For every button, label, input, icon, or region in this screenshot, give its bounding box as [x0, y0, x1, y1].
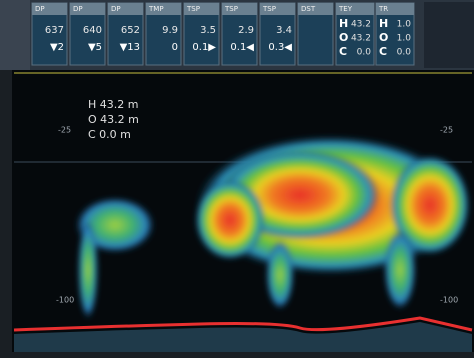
- panel-sub: 0.3◀: [268, 42, 292, 53]
- panel-value: 637: [45, 25, 64, 36]
- row-value: 0.0: [397, 48, 412, 58]
- row-key: H: [379, 17, 388, 30]
- depth-label: -25: [440, 126, 453, 135]
- row-key: H: [339, 17, 348, 30]
- panel-sub: ▼2: [50, 42, 64, 53]
- panel-sub: 0.1◀: [230, 42, 254, 53]
- panel-sub: 0.1▶: [192, 42, 216, 53]
- plume: [266, 240, 294, 310]
- row-key: C: [339, 45, 347, 58]
- row-value: 43.2: [351, 34, 371, 44]
- panel-label: DP: [73, 5, 83, 13]
- panel-value: 2.9: [238, 25, 254, 36]
- readout: H 43.2 m: [88, 98, 138, 111]
- row-value: 0.0: [357, 48, 372, 58]
- row-key: O: [339, 31, 348, 44]
- panel-label: DP: [111, 5, 121, 13]
- depth-label: -25: [58, 126, 71, 135]
- row-value: 43.2: [351, 20, 371, 30]
- panel-value: 3.4: [276, 25, 292, 36]
- panel-label: TMP: [148, 5, 164, 13]
- sonar-screen: DP 637 ▼2 DP 640 ▼5 DP 652 ▼13 TMP 9.9 0 TSP 3.5 0.1▶ T…: [0, 0, 474, 358]
- row-value: 1.0: [397, 20, 412, 30]
- panel-label: TEY: [338, 5, 353, 13]
- panel-sub: ▼13: [120, 42, 140, 53]
- row-key: O: [379, 31, 388, 44]
- depth-label: -100: [440, 296, 458, 305]
- panel-label: TSP: [186, 5, 200, 13]
- panel-value: 652: [121, 25, 140, 36]
- row-value: 1.0: [397, 34, 412, 44]
- panel-value: 3.5: [200, 25, 216, 36]
- header-left: [0, 0, 30, 70]
- readout: C 0.0 m: [88, 128, 131, 141]
- plume: [384, 230, 416, 310]
- info-panel: [424, 2, 474, 68]
- panel-label: TSP: [224, 5, 238, 13]
- depth-label: -100: [56, 296, 74, 305]
- panel-value: 640: [83, 25, 102, 36]
- panel-value: 9.9: [162, 25, 178, 36]
- panel-label: TR: [378, 5, 388, 13]
- panel-label: TSP: [262, 5, 276, 13]
- panel-label: DST: [301, 5, 316, 13]
- school: [195, 180, 265, 260]
- panel-sub: ▼5: [88, 42, 102, 53]
- plume: [78, 220, 98, 320]
- row-key: C: [379, 45, 387, 58]
- panel-sub: 0: [172, 42, 178, 53]
- readout: O 43.2 m: [88, 113, 139, 126]
- panel-label: DP: [35, 5, 45, 13]
